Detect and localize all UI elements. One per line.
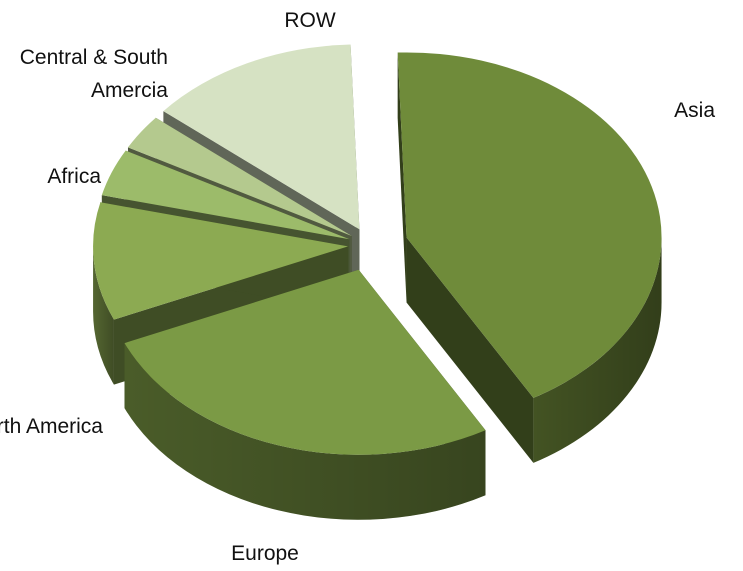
- asia-wall-0: [397, 52, 407, 303]
- europe-slice: [124, 269, 486, 455]
- africa-slice: [101, 150, 350, 240]
- asia-label: Asia: [674, 99, 715, 122]
- asia-slice: [397, 52, 662, 398]
- africa-label: Africa: [47, 165, 101, 188]
- row-label: ROW: [284, 9, 336, 32]
- europe-side-shade: [124, 343, 486, 520]
- north-america-slice: [93, 202, 349, 320]
- label-line: Central & South: [20, 46, 168, 69]
- label-line: ROW: [284, 9, 336, 32]
- north-america-label: orth America: [0, 415, 103, 438]
- slice-labels: Asia Europe orth America Africa Central & So…: [0, 9, 715, 565]
- slice-tops: [93, 44, 662, 455]
- row-slice: [163, 44, 360, 230]
- label-line: Amercia: [91, 79, 168, 102]
- asia-side-shade: [533, 237, 662, 463]
- label-line: orth America: [0, 415, 103, 438]
- europe-label: Europe: [231, 542, 299, 565]
- label-line: Africa: [47, 165, 101, 188]
- label-line: Asia: [674, 99, 715, 122]
- asia-wall-1: [406, 237, 534, 463]
- central-south-america-slice: [127, 117, 352, 237]
- label-line: Europe: [231, 542, 299, 565]
- north-america-side-shade: [93, 246, 114, 385]
- central-south-america-label: Central & South Amercia: [20, 46, 169, 102]
